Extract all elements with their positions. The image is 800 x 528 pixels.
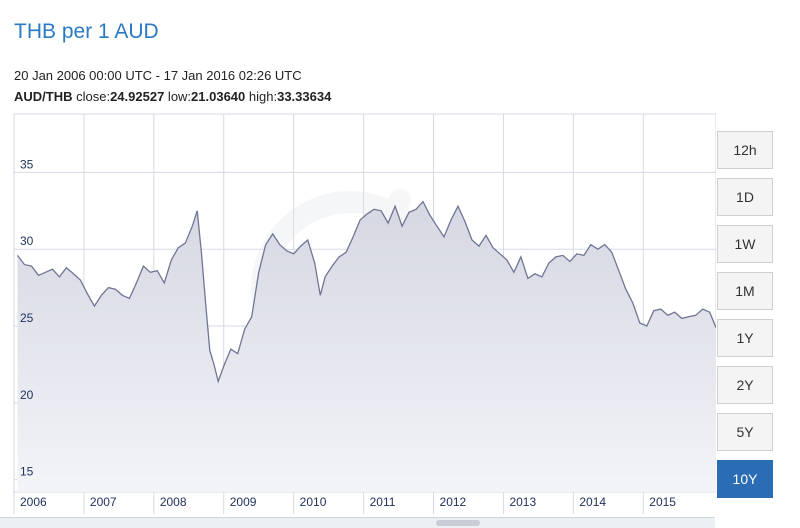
- range-button-10y[interactable]: 10Y: [717, 460, 773, 498]
- x-tick-label: 2014: [579, 495, 606, 509]
- x-tick-label: 2006: [20, 495, 47, 509]
- y-tick-label: 30: [20, 234, 34, 248]
- range-button-1w[interactable]: 1W: [717, 225, 773, 263]
- range-buttons: 12h 1D 1W 1M 1Y 2Y 5Y 10Y: [717, 131, 773, 507]
- pair-label: AUD/THB: [14, 89, 73, 104]
- range-button-1m[interactable]: 1M: [717, 272, 773, 310]
- x-tick-label: 2015: [649, 495, 676, 509]
- timeline-scrollbar[interactable]: [0, 517, 715, 528]
- close-label: close:: [72, 89, 111, 104]
- x-tick-label: 2011: [370, 495, 396, 509]
- close-value: 24.92527: [110, 89, 165, 104]
- x-tick-label: 2013: [509, 495, 536, 509]
- low-value: 21.03640: [191, 89, 246, 104]
- range-button-1y[interactable]: 1Y: [717, 319, 773, 357]
- date-range: 20 Jan 2006 00:00 UTC - 17 Jan 2016 02:2…: [14, 68, 302, 83]
- x-tick-label: 2009: [230, 495, 257, 509]
- y-tick-label: 15: [20, 465, 34, 479]
- scrollbar-handle[interactable]: [436, 520, 480, 526]
- rate-line: [16, 200, 716, 384]
- y-tick-label: 25: [20, 311, 34, 325]
- y-tick-label: 35: [20, 157, 34, 171]
- high-value: 33.33634: [277, 89, 332, 104]
- low-label: low:: [164, 89, 192, 104]
- stats-line: AUD/THB close:24.92527 low:21.03640 high…: [14, 89, 331, 104]
- range-button-12h[interactable]: 12h: [717, 131, 773, 169]
- x-tick-label: 2012: [440, 495, 467, 509]
- rate-area: [17, 201, 716, 492]
- x-tick-label: 2008: [160, 495, 187, 509]
- page-title: THB per 1 AUD: [14, 20, 159, 43]
- x-tick-label: 2007: [90, 495, 117, 509]
- x-tick-label: 2010: [300, 495, 327, 509]
- rate-chart: 15 20 25 30 35 2006 2007 2008 2009 2010 2011 2012 2…: [13, 113, 716, 514]
- y-tick-label: 20: [20, 388, 34, 402]
- range-button-2y[interactable]: 2Y: [717, 366, 773, 404]
- range-button-1d[interactable]: 1D: [717, 178, 773, 216]
- high-label: high:: [245, 89, 278, 104]
- range-button-5y[interactable]: 5Y: [717, 413, 773, 451]
